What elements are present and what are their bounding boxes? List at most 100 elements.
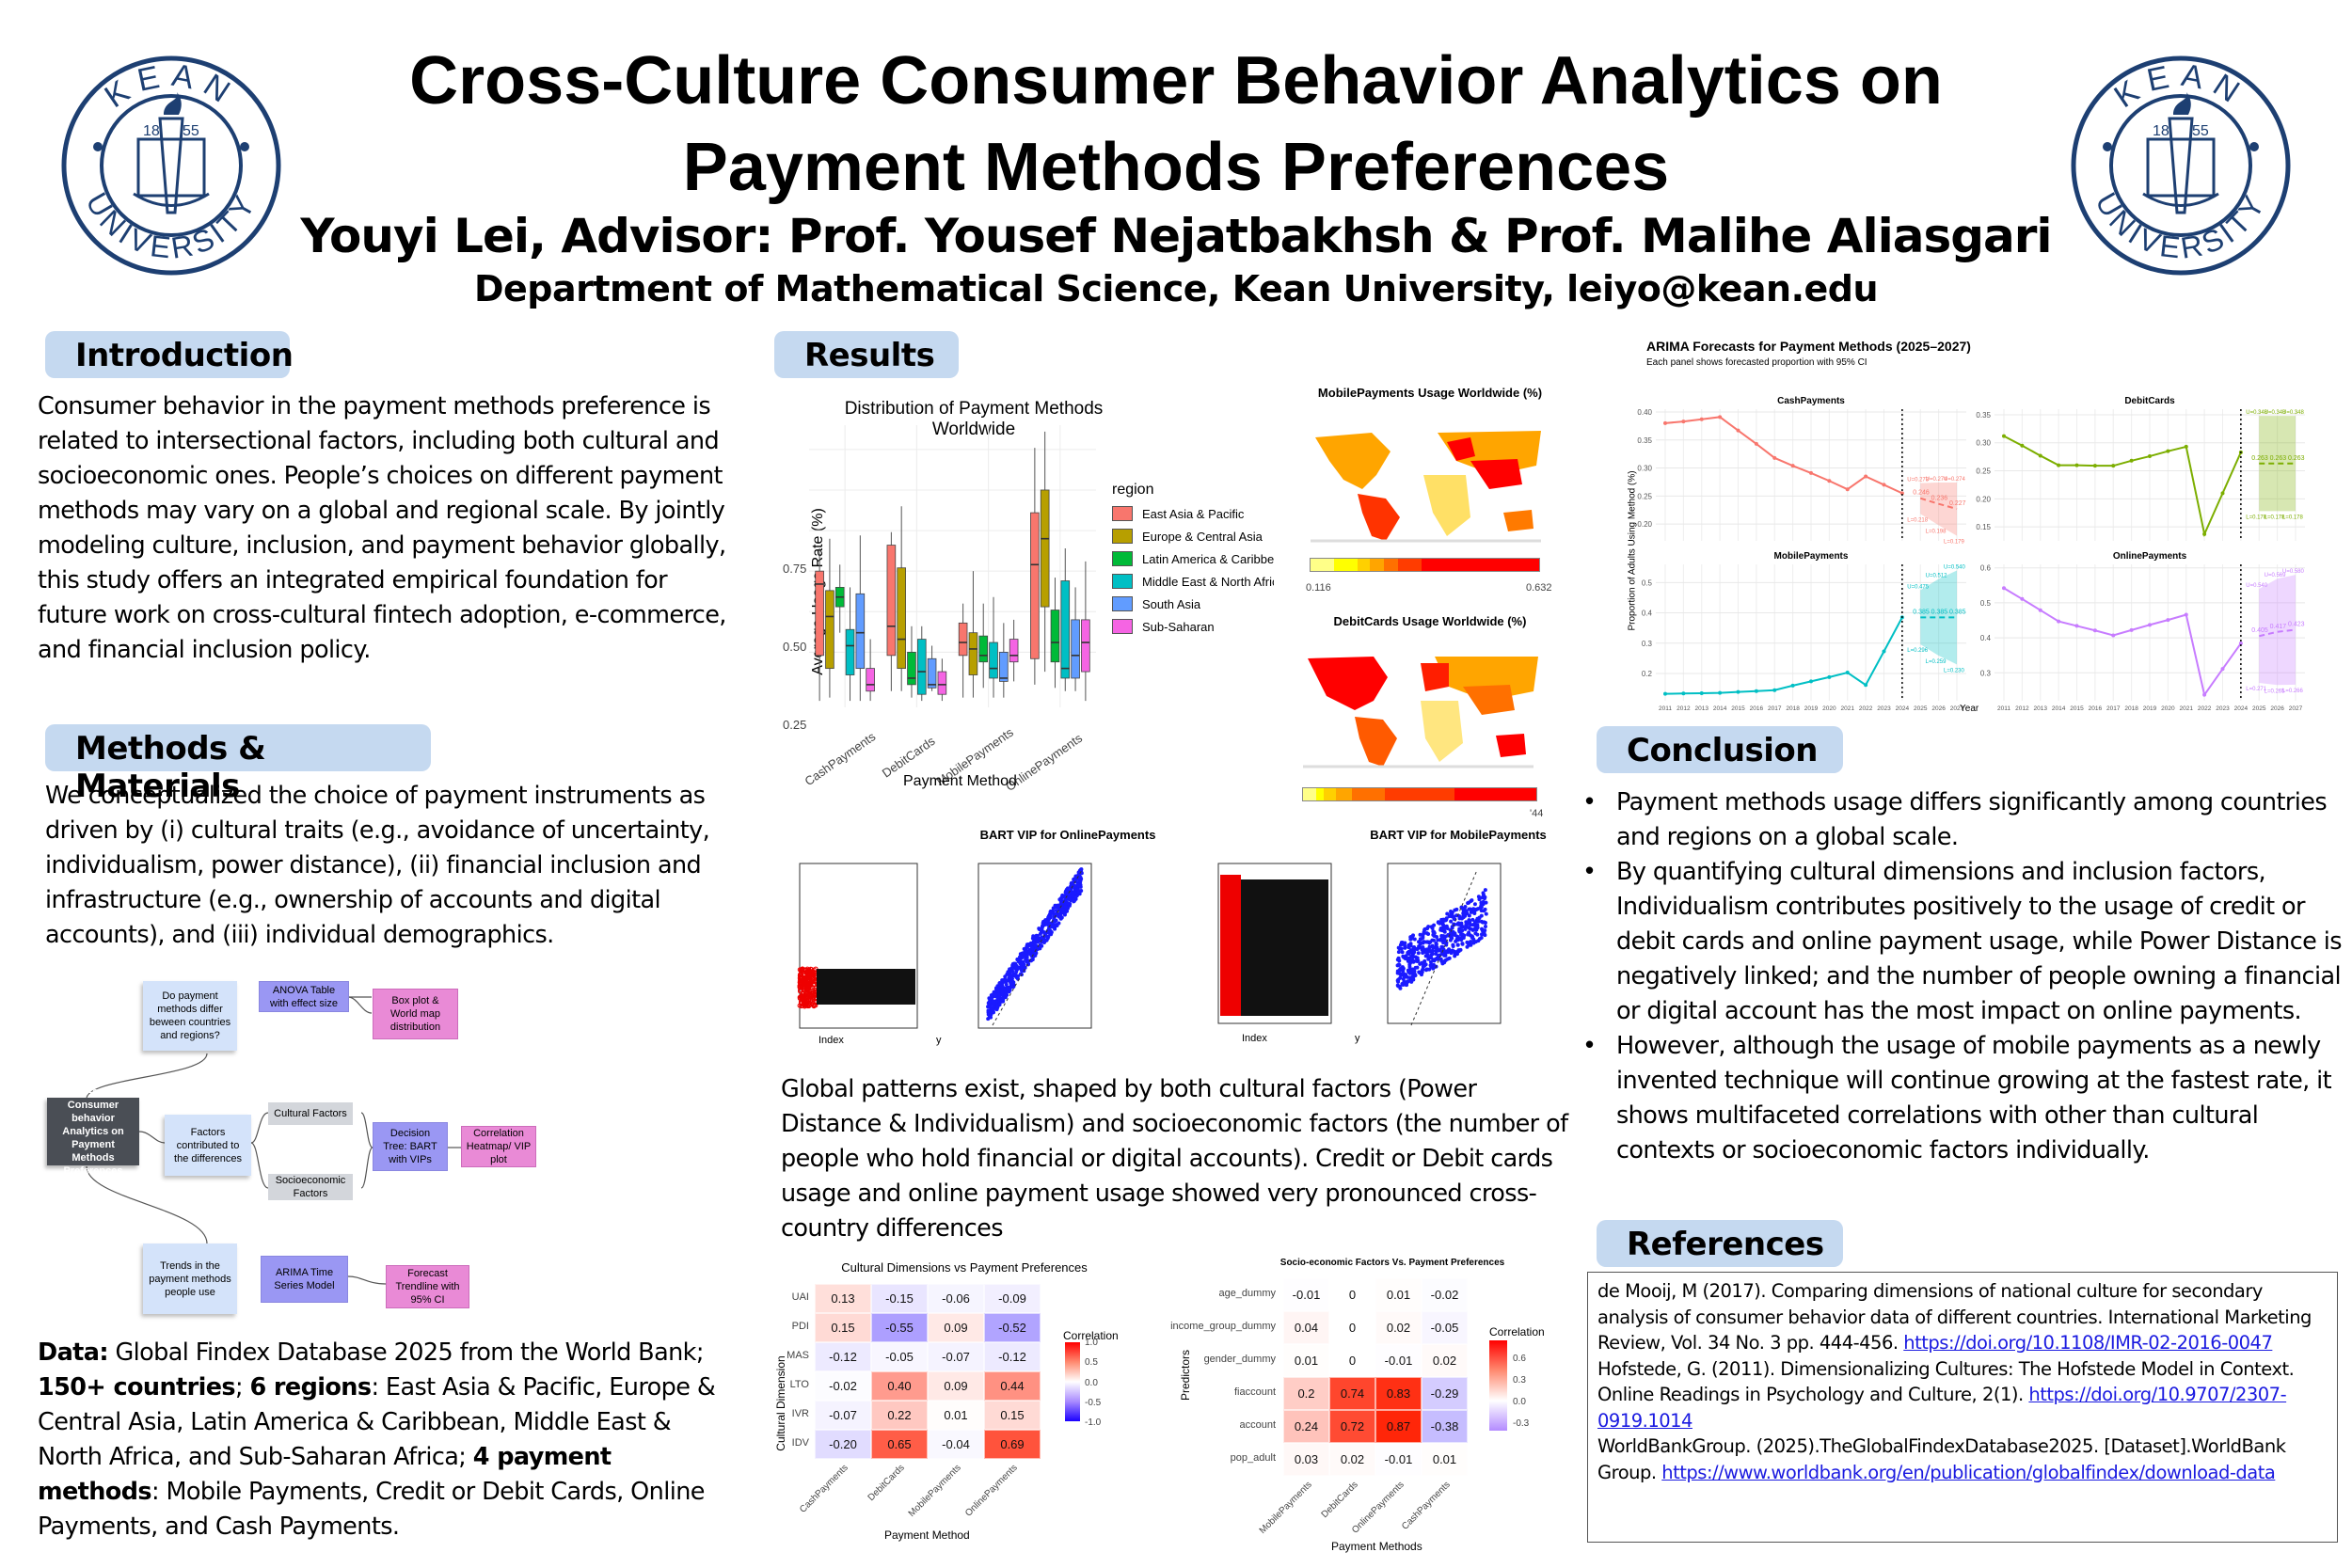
svg-text:2012: 2012 [2015,705,2029,712]
heatmap-cell: -0.04 [928,1430,984,1459]
svg-text:L=0.271: L=0.271 [2246,687,2267,692]
mobile-payments-world-map [1306,423,1546,546]
svg-text:0.35: 0.35 [1976,411,1991,420]
results-text: Global patterns exist, shaped by both cu… [781,1075,1568,1243]
socio-heatmap-cols: MobilePayments DebitCards OnlinePayments Ca… [1257,1480,1468,1536]
mobile-map-colorbar [1310,558,1540,572]
svg-text:2025: 2025 [1914,705,1928,712]
svg-text:0.3: 0.3 [1642,640,1653,648]
reference-item: Hofstede, G. (2011). Dimensionalizing Cu… [1597,1356,2328,1434]
cultural-heatmap: Cultural Dimensions vs Payment Preferenc… [762,1256,1167,1566]
svg-text:0.385: 0.385 [1931,609,1948,615]
boxplot-plot-area [809,425,1096,707]
svg-text:U=0.580: U=0.580 [2282,569,2305,575]
boxplot-xlabel: Payment Method [903,773,1017,789]
cultural-heatmap-colorbar [1065,1342,1080,1421]
legend-item: Latin America & Caribbean [1112,551,1291,566]
svg-text:0.5: 0.5 [1980,599,1992,608]
heatmap-cell: 0.01 [1422,1443,1468,1476]
svg-text:U=0.540: U=0.540 [1944,564,1966,570]
reference-link[interactable]: https://www.worldbank.org/en/publication… [1661,1461,2276,1483]
heatmap-cell: 0.74 [1329,1377,1375,1410]
svg-text:2012: 2012 [1677,705,1691,712]
bart-online-y-label: y [936,1035,942,1046]
cultural-heatmap-title: Cultural Dimensions vs Payment Preferenc… [841,1260,1088,1275]
heatmap-cell: 0.03 [1283,1443,1329,1476]
mobile-map-max: 0.632 [1526,582,1552,594]
svg-text:2027: 2027 [1950,705,1964,712]
kean-university-logo-left: KEAN UNIVERSITY 18 55 [58,53,284,278]
flow-bart: Decision Tree: BART with VIPs [373,1122,448,1171]
socioeconomic-heatmap: Socio-economic Factors Vs. Payment Prefe… [1167,1256,1581,1566]
heatmap-cell: -0.01 [1375,1443,1422,1476]
heatmap-row-label: pop_adult [1230,1451,1276,1464]
flow-boxplot-map: Box plot & World map distribution [373,989,458,1039]
introduction-text: Consumer behavior in the payment methods… [38,392,726,664]
svg-text:L=0.230: L=0.230 [1944,668,1965,673]
svg-text:L=0.259: L=0.259 [1926,659,1947,665]
svg-text:MobilePayments: MobilePayments [1774,551,1849,562]
heatmap-cell: 0.72 [1329,1410,1375,1443]
svg-text:U=0.475: U=0.475 [1907,584,1930,590]
legend-tick: 0.5 [1085,1357,1098,1368]
heatmap-col-label: OnlinePayments [963,1463,1020,1519]
svg-text:55: 55 [183,123,199,139]
svg-text:2013: 2013 [2034,705,2048,712]
heatmap-cell: 0.65 [871,1430,928,1459]
svg-text:DebitCards: DebitCards [2124,396,2175,406]
heatmap-cell: 0 [1329,1344,1375,1377]
flow-main-topic: Cross-culture Consumer behavior Analytic… [47,1086,139,1177]
reference-item: WorldBankGroup. (2025).TheGlobalFindexDa… [1597,1433,2328,1485]
heatmap-cell: -0.09 [984,1284,1041,1313]
reference-link[interactable]: https://doi.org/10.9707/2307-0919.1014 [1597,1384,2287,1432]
boxplot-ytick: 0.25 [783,718,807,732]
heatmap-cell: 0.02 [1422,1344,1468,1377]
svg-text:U=0.540: U=0.540 [2246,583,2268,589]
svg-text:U=0.348: U=0.348 [2246,410,2268,416]
data-regions-label: 6 regions [249,1373,373,1402]
heatmap-cell: 0.87 [1375,1410,1422,1443]
legend-label: East Asia & Pacific [1142,506,1245,521]
methods-heading: Methods & Materials [45,724,431,805]
legend-item: Sub-Saharan [1112,619,1291,634]
flow-forecast: Forecast Trendline with 95% CI [386,1265,469,1308]
heatmap-cell: 0.24 [1283,1410,1329,1443]
heatmap-cell: 0.83 [1375,1377,1422,1410]
cultural-heatmap-cols: CashPayments DebitCards MobilePayments Onli… [798,1463,1041,1519]
heatmap-row-label: IVR [791,1407,809,1419]
heatmap-cell: -0.12 [815,1342,871,1371]
svg-text:OnlinePayments: OnlinePayments [2113,551,2187,562]
legend-tick: -0.3 [1513,1418,1530,1429]
arima-forecast-chart: ARIMA Forecasts for Payment Methods (202… [1618,329,2352,724]
legend-label: South Asia [1142,596,1201,611]
cultural-heatmap-rows: UAI PDI MAS LTO IVR IDV [771,1284,813,1459]
legend-item: East Asia & Pacific [1112,506,1291,521]
reference-link[interactable]: https://doi.org/10.1108/IMR-02-2016-0047 [1903,1332,2273,1354]
svg-text:55: 55 [2192,123,2209,139]
heatmap-cell: 0 [1329,1278,1375,1311]
heatmap-row-label: age_dummy [1218,1287,1276,1299]
heatmap-cell: -0.01 [1283,1278,1329,1311]
svg-text:0.30: 0.30 [1976,439,1991,448]
bart-online-title: BART VIP for OnlinePayments [979,828,1156,842]
debit-map-max: '44 [1530,808,1544,819]
arima-title: ARIMA Forecasts for Payment Methods (202… [1646,339,1971,354]
heatmap-col-label: DebitCards [866,1463,907,1504]
reference-item: de Mooij, M (2017). Comparing dimensions… [1597,1278,2328,1356]
heatmap-cell: 0.40 [871,1371,928,1401]
svg-text:2016: 2016 [2089,705,2103,712]
svg-text:0.40: 0.40 [1637,408,1652,417]
heatmap-cell: -0.15 [871,1284,928,1313]
conclusion-list: Payment methods usage differs significan… [1582,785,2344,1168]
legend-item: Middle East & North Africa [1112,574,1291,589]
svg-text:U=0.273: U=0.273 [1907,478,1930,483]
boxplot-xtick: CashPayments [802,729,879,789]
bart-mobile-y-label: y [1355,1033,1360,1044]
authors: Youyi Lei, Advisor: Prof. Yousef Nejatba… [300,209,2052,263]
svg-text:L=0.266: L=0.266 [2282,689,2304,694]
heatmap-cell: -0.07 [928,1342,984,1371]
socio-heatmap-title: Socio-economic Factors Vs. Payment Prefe… [1279,1258,1505,1268]
socio-heatmap-rows: age_dummy income_group_dummy gender_dummy f… [1170,1278,1279,1476]
heatmap-cell: -0.05 [1422,1311,1468,1344]
svg-text:2021: 2021 [2180,705,2194,712]
